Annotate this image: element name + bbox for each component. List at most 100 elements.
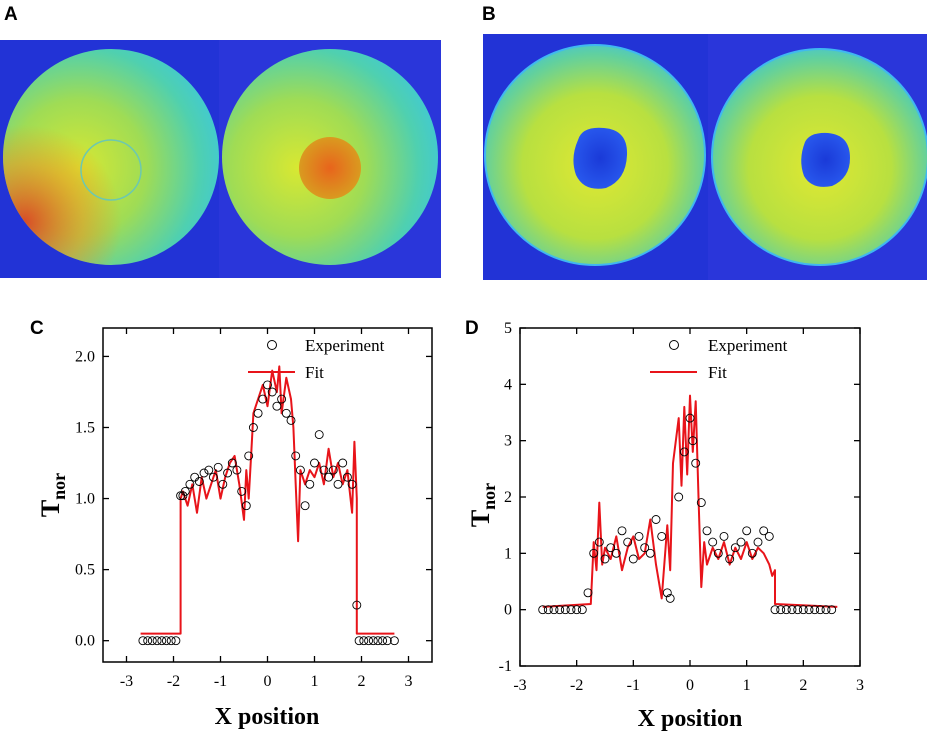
chart-c-experiment-series xyxy=(138,380,399,646)
chart-c-experiment-point xyxy=(378,636,388,646)
chart-c-xtick-label: -2 xyxy=(167,673,180,690)
chart-d-experiment-point xyxy=(589,548,599,558)
chart-d-xtick-label: -1 xyxy=(627,677,640,694)
chart-d-experiment-point xyxy=(665,593,675,603)
chart-d-x-axis-title: X position xyxy=(638,706,743,732)
chart-d-legend-fit-label: Fit xyxy=(708,363,727,382)
chart-c-experiment-point xyxy=(291,451,301,461)
chart-c-x-axis-title: X position xyxy=(215,704,320,730)
chart-c-y-axis: 0.0 0.5 1.0 1.5 2.0 xyxy=(75,348,432,650)
chart-d-experiment-point xyxy=(753,537,763,547)
chart-c-xtick-label: -1 xyxy=(214,673,227,690)
chart-d-experiment-point xyxy=(572,605,582,615)
chart-d-experiment-point xyxy=(827,605,837,615)
chart-c-xtick-label: 1 xyxy=(311,673,319,690)
chart-d-xtick-label: 0 xyxy=(686,677,694,694)
chart-c-experiment-point xyxy=(138,636,148,646)
chart-d-experiment-point xyxy=(725,554,735,564)
chart-d-experiment-point xyxy=(759,526,769,536)
chart-c-experiment-point xyxy=(300,501,310,511)
chart-c-experiment-point xyxy=(319,465,329,475)
chart-c-experiment-point xyxy=(171,636,181,646)
chart-d-experiment-point xyxy=(747,548,757,558)
chart-d-experiment-point xyxy=(798,605,808,615)
chart-c-y-title-sub: nor xyxy=(49,473,69,500)
chart-d-experiment-point xyxy=(538,605,548,615)
chart-d-experiment-point xyxy=(736,537,746,547)
chart-c-experiment-point xyxy=(166,636,176,646)
chart-c-experiment-point xyxy=(208,472,218,482)
chart-d-experiment-point xyxy=(719,531,729,541)
chart-d-legend-experiment-marker xyxy=(669,340,679,350)
chart-d-experiment-point xyxy=(617,526,627,536)
chart-d-experiment-point xyxy=(730,543,740,553)
chart-d-experiment-point xyxy=(685,413,695,423)
chart-d-fit-series xyxy=(542,394,838,608)
chart-c-experiment-point xyxy=(232,465,242,475)
chart-d-xtick-label: -3 xyxy=(513,677,526,694)
chart-c-legend-experiment-marker xyxy=(267,340,277,350)
chart-d-experiment-point xyxy=(708,537,718,547)
chart-c-experiment-point xyxy=(286,415,296,425)
chart-c-legend: Experiment Fit xyxy=(248,336,385,382)
chart-d-experiment-point xyxy=(679,447,689,457)
chart-d-experiment-point xyxy=(696,498,706,508)
chart-c-experiment-point xyxy=(354,636,364,646)
chart-c-ytick-label: 2.0 xyxy=(75,348,95,365)
chart-c-experiment-point xyxy=(185,479,195,489)
chart-d-xtick-label: 1 xyxy=(743,677,751,694)
chart-d-ytick-label: 2 xyxy=(504,489,512,506)
chart-c-experiment-point xyxy=(161,636,171,646)
chart-d-experiment-point xyxy=(560,605,570,615)
chart-c-experiment-point xyxy=(227,458,237,468)
chart-c-experiment-point xyxy=(199,468,209,478)
chart-d-experiment-point xyxy=(606,543,616,553)
chart-c-experiment-point xyxy=(352,600,362,610)
chart-c-xtick-label: 3 xyxy=(405,673,413,690)
chart-d-legend: Experiment Fit xyxy=(650,336,788,382)
chart-c-experiment-point xyxy=(253,408,263,418)
chart-c-experiment-point xyxy=(267,387,277,397)
chart-d-experiment-point xyxy=(555,605,565,615)
chart-c: 0.0 0.5 1.0 1.5 2.0 -3 -2 -1 0 1 2 3 Experiment Fi… xyxy=(36,327,433,730)
chart-d-experiment-point xyxy=(634,531,644,541)
chart-d-experiment-point xyxy=(611,548,621,558)
chart-c-fit-line xyxy=(140,365,395,635)
chart-c-experiment-point xyxy=(223,468,233,478)
chart-c-xtick-label: 0 xyxy=(264,673,272,690)
chart-c-experiment-point xyxy=(310,458,319,468)
chart-c-experiment-point xyxy=(237,486,247,496)
panel-label-d: D xyxy=(465,318,479,339)
chart-c-ytick-label: 1.0 xyxy=(75,491,95,508)
chart-d-experiment-point xyxy=(657,531,667,541)
chart-d-experiment-point xyxy=(776,605,786,615)
chart-d-y-title-sub: nor xyxy=(479,483,499,510)
chart-d-experiment-point xyxy=(674,492,684,502)
chart-d-experiment-point xyxy=(793,605,803,615)
chart-d-experiment-point xyxy=(810,605,820,615)
chart-c-experiment-point xyxy=(190,472,200,482)
chart-d-y-axis-title: Tnor xyxy=(466,483,499,527)
chart-d-experiment-point xyxy=(543,605,553,615)
chart-c-experiment-point xyxy=(213,462,223,472)
chart-c-experiment-point xyxy=(314,430,324,440)
chart-c-x-axis: -3 -2 -1 0 1 2 3 xyxy=(120,328,413,690)
chart-c-ytick-label: 1.5 xyxy=(75,419,95,436)
chart-c-experiment-point xyxy=(204,465,214,475)
chart-d-xtick-label: 3 xyxy=(856,677,864,694)
chart-d-experiment-point xyxy=(742,526,752,536)
chart-d-ytick-label: 4 xyxy=(504,376,512,393)
chart-c-ytick-label: 0.0 xyxy=(75,633,95,650)
chart-c-plot-frame xyxy=(102,327,433,663)
thermal-image-a xyxy=(0,40,441,278)
chart-c-fit-series xyxy=(140,365,395,635)
chart-c-experiment-point xyxy=(373,636,383,646)
chart-c-y-title-main: T xyxy=(36,500,65,517)
chart-c-experiment-point xyxy=(248,423,258,432)
image-b-left-cold-inclusion xyxy=(573,127,628,189)
chart-d-experiment-point xyxy=(821,605,831,615)
chart-c-experiment-point xyxy=(258,394,268,404)
chart-c-legend-fit-label: Fit xyxy=(305,363,324,382)
chart-c-experiment-point xyxy=(382,636,392,646)
